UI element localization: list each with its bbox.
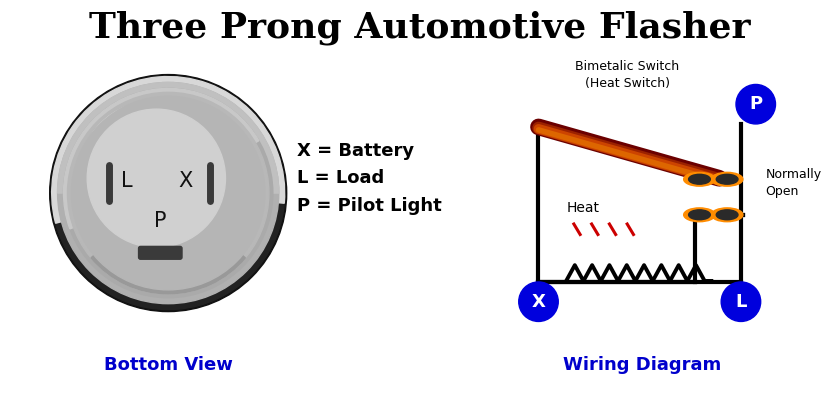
- Ellipse shape: [689, 210, 711, 220]
- Circle shape: [87, 109, 225, 248]
- Text: P: P: [154, 211, 166, 231]
- Text: L: L: [735, 293, 747, 311]
- Ellipse shape: [684, 172, 716, 186]
- Circle shape: [519, 282, 559, 322]
- Text: X = Battery: X = Battery: [297, 142, 413, 160]
- Circle shape: [64, 88, 273, 298]
- Text: X: X: [179, 171, 193, 191]
- Ellipse shape: [717, 174, 738, 184]
- Ellipse shape: [711, 208, 743, 222]
- Text: Three Prong Automotive Flasher: Three Prong Automotive Flasher: [89, 10, 751, 45]
- Wedge shape: [55, 193, 284, 310]
- Wedge shape: [58, 82, 279, 193]
- FancyBboxPatch shape: [139, 246, 182, 259]
- Ellipse shape: [717, 210, 738, 220]
- Circle shape: [67, 92, 269, 294]
- Text: Bottom View: Bottom View: [104, 356, 233, 374]
- Text: P = Pilot Light: P = Pilot Light: [297, 197, 441, 215]
- Circle shape: [722, 282, 761, 322]
- Text: X: X: [532, 293, 545, 311]
- Wedge shape: [64, 88, 259, 229]
- Circle shape: [79, 101, 228, 250]
- Ellipse shape: [711, 172, 743, 186]
- Text: Normally
Open: Normally Open: [765, 168, 822, 198]
- Wedge shape: [91, 193, 245, 294]
- Circle shape: [50, 74, 286, 312]
- Text: Wiring Diagram: Wiring Diagram: [563, 356, 722, 374]
- Circle shape: [58, 82, 279, 304]
- Ellipse shape: [689, 174, 711, 184]
- Circle shape: [736, 84, 775, 124]
- Text: Heat: Heat: [566, 201, 599, 215]
- Text: L = Load: L = Load: [297, 169, 384, 187]
- Text: L: L: [121, 171, 133, 191]
- Wedge shape: [52, 76, 285, 223]
- Circle shape: [71, 96, 265, 290]
- Text: P: P: [749, 95, 763, 113]
- Text: Bimetalic Switch
(Heat Switch): Bimetalic Switch (Heat Switch): [575, 60, 680, 90]
- Ellipse shape: [684, 208, 716, 222]
